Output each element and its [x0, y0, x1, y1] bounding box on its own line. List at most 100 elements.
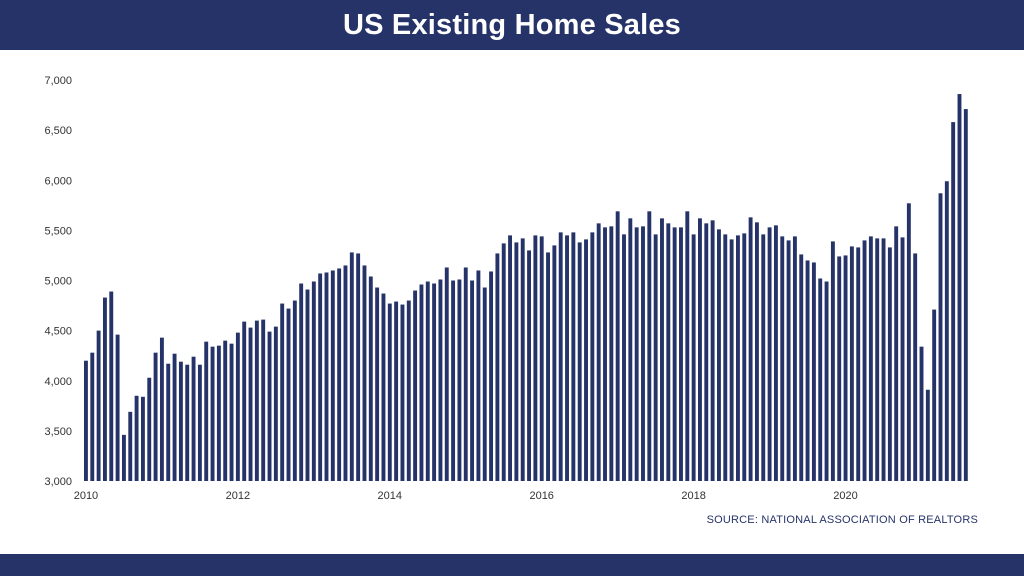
bar — [887, 247, 892, 481]
bar — [109, 291, 114, 481]
bar — [704, 223, 709, 482]
bar — [286, 308, 291, 481]
bar — [520, 238, 525, 481]
bar — [172, 353, 177, 481]
bar — [533, 235, 538, 481]
bar-series — [84, 94, 968, 482]
bar — [596, 223, 601, 482]
bar — [552, 245, 557, 481]
bar — [210, 346, 215, 481]
title-banner: US Existing Home Sales — [0, 0, 1024, 50]
bar — [881, 238, 886, 481]
bar — [419, 284, 424, 481]
bar — [254, 320, 259, 481]
bar — [571, 232, 576, 481]
bar — [925, 389, 930, 481]
bar — [153, 352, 158, 481]
bar — [622, 234, 626, 481]
bar — [546, 252, 550, 481]
chart-title: US Existing Home Sales — [342, 8, 681, 41]
bar — [849, 246, 854, 481]
bar — [957, 94, 962, 481]
y-tick-label: 4,500 — [44, 326, 72, 338]
bar — [140, 396, 145, 481]
y-tick-label: 7,000 — [44, 75, 72, 87]
bar — [381, 293, 386, 481]
bar — [242, 321, 247, 481]
bar — [318, 273, 323, 481]
bar — [862, 240, 867, 481]
bar — [609, 226, 614, 481]
bar — [261, 319, 266, 481]
bar — [584, 239, 588, 481]
bar — [178, 361, 183, 481]
bar — [121, 434, 126, 481]
bar — [337, 268, 342, 481]
bar — [647, 211, 652, 481]
bar — [919, 346, 924, 481]
bar — [742, 233, 747, 481]
y-tick-label: 3,500 — [44, 426, 72, 438]
bar — [792, 236, 797, 481]
bar — [343, 265, 348, 481]
bar — [672, 227, 677, 481]
bar — [197, 364, 202, 481]
bar — [159, 337, 164, 481]
bar — [362, 265, 367, 481]
source-note: SOURCE: NATIONAL ASSOCIATION OF REALTORS — [706, 514, 978, 526]
y-tick-label: 5,000 — [44, 276, 72, 288]
bar — [444, 267, 449, 481]
bar — [432, 283, 437, 481]
bar-chart: 3,000 3,500 4,000 4,500 5,000 5,500 6,000 6,500… — [44, 75, 968, 502]
bar — [748, 217, 753, 481]
bar — [824, 281, 829, 481]
bar — [311, 281, 316, 481]
x-tick-label: 2020 — [833, 490, 857, 502]
bar — [634, 227, 639, 481]
bar — [463, 267, 468, 481]
bar — [811, 262, 816, 481]
y-tick-label: 6,000 — [44, 175, 72, 187]
x-tick-label: 2012 — [226, 490, 250, 502]
bar — [267, 331, 272, 481]
bar — [356, 253, 361, 481]
bar — [508, 235, 513, 481]
bar — [868, 236, 873, 481]
bar — [248, 327, 253, 481]
bar — [400, 304, 405, 481]
bar — [451, 280, 456, 481]
bar — [134, 395, 139, 481]
x-tick-label: 2016 — [529, 490, 553, 502]
bar — [368, 276, 373, 481]
bar — [837, 256, 842, 481]
bar — [761, 234, 766, 481]
bar — [818, 278, 823, 481]
bar — [830, 241, 835, 481]
bar — [590, 232, 595, 481]
bar — [660, 218, 664, 481]
bar — [438, 279, 443, 481]
bar — [90, 352, 95, 481]
bar — [653, 234, 658, 481]
bar — [476, 270, 481, 481]
bar — [666, 223, 671, 482]
bar — [913, 253, 918, 481]
bar — [773, 225, 778, 481]
bottom-banner — [0, 554, 1024, 576]
bar — [128, 411, 133, 481]
bar — [514, 242, 519, 481]
bar — [963, 109, 968, 481]
bar — [166, 363, 171, 481]
bar — [96, 330, 101, 481]
bar — [84, 360, 88, 481]
bar — [786, 240, 791, 481]
bar — [375, 287, 380, 481]
bar — [115, 334, 120, 481]
bar — [457, 279, 462, 481]
bar — [489, 271, 494, 481]
bar — [204, 341, 209, 481]
bar — [603, 227, 607, 481]
bar — [754, 222, 759, 482]
bar — [875, 238, 880, 481]
bar — [102, 297, 107, 481]
